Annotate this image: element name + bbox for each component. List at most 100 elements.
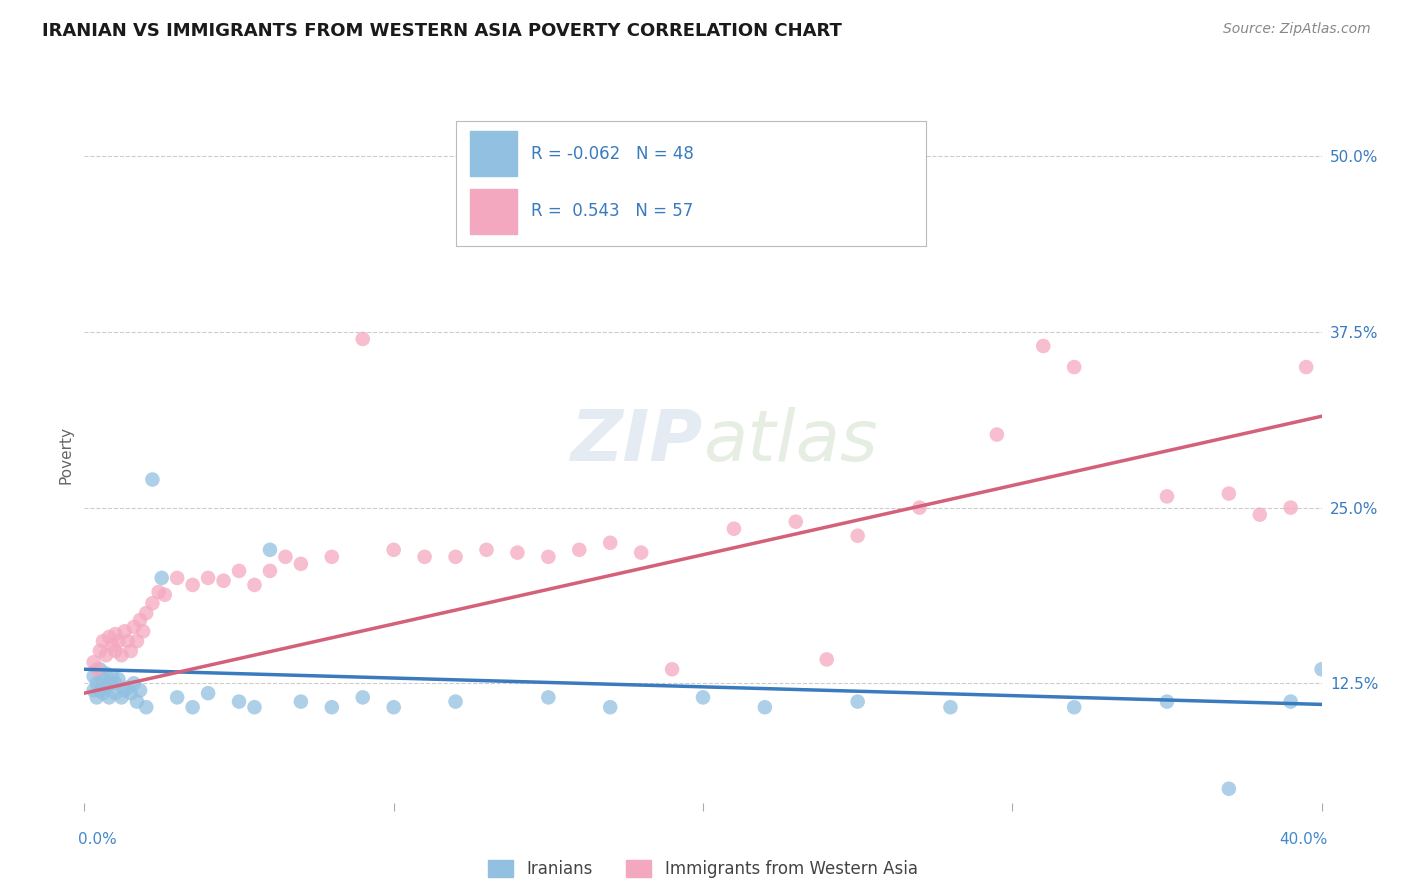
Point xyxy=(94,681,117,695)
Point xyxy=(382,542,405,557)
Point xyxy=(1279,695,1302,709)
Point xyxy=(1032,339,1054,353)
Point xyxy=(83,683,105,698)
Point xyxy=(290,695,312,709)
Point xyxy=(150,571,173,585)
Text: ZIP: ZIP xyxy=(571,407,703,475)
Point xyxy=(101,669,124,683)
Point xyxy=(101,639,124,653)
Point xyxy=(129,613,152,627)
Text: atlas: atlas xyxy=(703,407,877,475)
Point xyxy=(86,662,108,676)
Point xyxy=(83,669,105,683)
Point xyxy=(228,564,250,578)
Text: R = -0.062   N = 48: R = -0.062 N = 48 xyxy=(531,145,693,162)
Point xyxy=(110,690,132,705)
Point xyxy=(413,549,436,564)
Point xyxy=(117,681,139,695)
Point xyxy=(94,666,117,681)
Point xyxy=(104,644,127,658)
Point xyxy=(86,676,108,690)
Point xyxy=(141,596,163,610)
Point xyxy=(986,427,1008,442)
Point xyxy=(98,676,121,690)
Point xyxy=(1063,360,1085,375)
Point xyxy=(91,634,114,648)
Bar xyxy=(470,131,516,176)
Point xyxy=(125,695,148,709)
Point xyxy=(141,473,163,487)
Point xyxy=(104,686,127,700)
Point xyxy=(444,549,467,564)
Point xyxy=(135,700,157,714)
Point xyxy=(599,535,621,549)
Point xyxy=(908,500,931,515)
Point xyxy=(630,546,652,560)
Point xyxy=(122,676,145,690)
Point xyxy=(125,634,148,648)
Point xyxy=(243,578,266,592)
Y-axis label: Poverty: Poverty xyxy=(58,425,73,484)
Point xyxy=(197,686,219,700)
Point xyxy=(846,695,869,709)
Point xyxy=(537,549,560,564)
Point xyxy=(148,585,170,599)
Point xyxy=(692,690,714,705)
Point xyxy=(89,683,111,698)
Point xyxy=(1279,500,1302,515)
Point xyxy=(259,542,281,557)
Point xyxy=(98,690,121,705)
Point xyxy=(110,648,132,663)
Point xyxy=(568,542,591,557)
Point xyxy=(91,686,114,700)
Point xyxy=(1310,662,1333,676)
Point xyxy=(444,695,467,709)
Point xyxy=(352,690,374,705)
Point xyxy=(114,624,136,639)
Point xyxy=(352,332,374,346)
Bar xyxy=(470,188,516,234)
Text: 0.0%: 0.0% xyxy=(79,832,117,847)
Point xyxy=(259,564,281,578)
Point xyxy=(181,700,204,714)
Point xyxy=(785,515,807,529)
Point xyxy=(754,700,776,714)
Point xyxy=(107,672,129,686)
Point xyxy=(290,557,312,571)
Point xyxy=(135,606,157,620)
Point xyxy=(1063,700,1085,714)
Point xyxy=(153,588,176,602)
Point xyxy=(692,212,714,227)
Point xyxy=(228,695,250,709)
Point xyxy=(1249,508,1271,522)
Point xyxy=(120,686,142,700)
Point xyxy=(166,690,188,705)
Point xyxy=(89,662,111,676)
Point xyxy=(723,522,745,536)
Point xyxy=(506,546,529,560)
Point xyxy=(243,700,266,714)
Point xyxy=(475,542,498,557)
Text: 40.0%: 40.0% xyxy=(1279,832,1327,847)
Point xyxy=(1156,489,1178,503)
Point xyxy=(132,624,155,639)
Text: R =  0.543   N = 57: R = 0.543 N = 57 xyxy=(531,202,693,220)
Point xyxy=(1218,486,1240,500)
Point xyxy=(98,630,121,644)
Point xyxy=(1295,360,1317,375)
Point xyxy=(197,571,219,585)
Text: Source: ZipAtlas.com: Source: ZipAtlas.com xyxy=(1223,22,1371,37)
Point xyxy=(382,700,405,714)
Point xyxy=(321,700,343,714)
Point xyxy=(89,644,111,658)
Point xyxy=(114,683,136,698)
Point xyxy=(599,700,621,714)
Point xyxy=(815,652,838,666)
Point xyxy=(129,683,152,698)
Point xyxy=(537,690,560,705)
Point xyxy=(846,529,869,543)
Point xyxy=(86,690,108,705)
Point xyxy=(120,644,142,658)
Point xyxy=(94,648,117,663)
Legend: Iranians, Immigrants from Western Asia: Iranians, Immigrants from Western Asia xyxy=(482,854,924,885)
